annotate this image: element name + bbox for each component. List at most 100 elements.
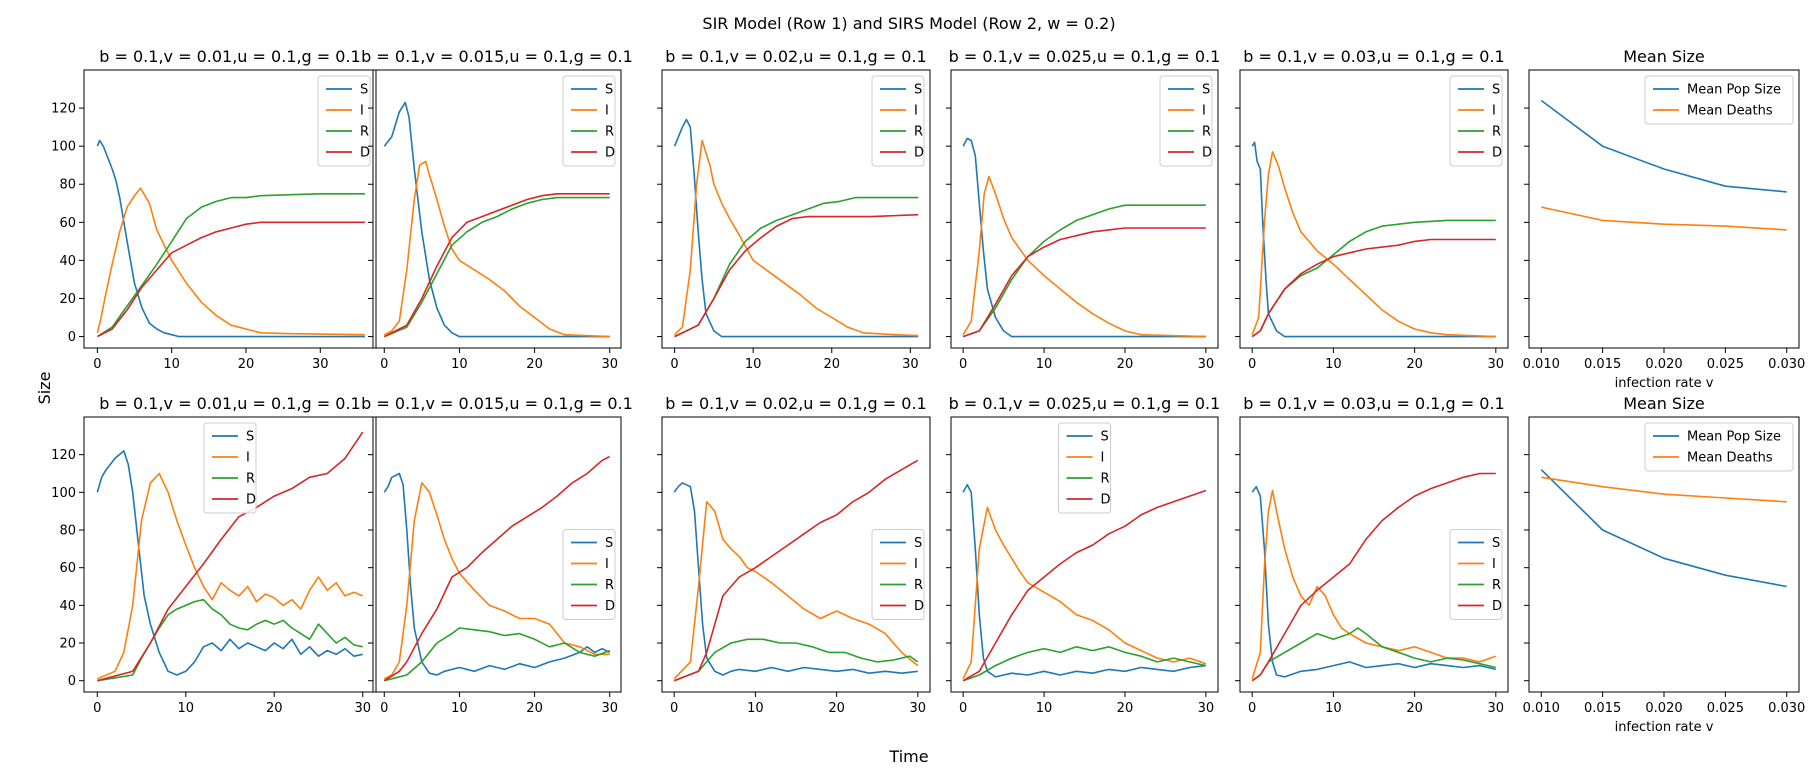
- legend-label: I: [914, 557, 918, 572]
- legend-label: D: [914, 146, 924, 161]
- axes-frame: [1239, 416, 1509, 693]
- legend-box: [317, 75, 371, 167]
- series-line-d: [962, 227, 1206, 338]
- series-group: [962, 137, 1206, 338]
- x-tick-label: 0.025: [1707, 701, 1744, 716]
- x-tick-label: 30: [312, 357, 329, 372]
- x-tick-label: 30: [910, 701, 927, 716]
- x-tick-label: 0: [670, 701, 678, 716]
- legend-box: [562, 529, 616, 620]
- panel-title: b = 0.1,v = 0.03,u = 0.1,g = 0.1: [1243, 47, 1504, 66]
- series-group: [1251, 472, 1497, 682]
- series-line-r: [383, 196, 610, 338]
- legend-box: [562, 75, 616, 167]
- x-tick-label: 10: [745, 357, 762, 372]
- legend-label: D: [360, 146, 370, 161]
- legend-box: [1449, 529, 1503, 620]
- x-tick-label: 0.015: [1584, 701, 1621, 716]
- x-tick-label: 20: [526, 701, 543, 716]
- legend-label: S: [605, 83, 613, 98]
- chart-panel-4: b = 0.1,v = 0.025,u = 0.1,g = 0.1 0 10 20 30…: [946, 47, 1220, 372]
- axes-frame: [372, 69, 622, 349]
- legend-label: Mean Deaths: [1687, 104, 1773, 119]
- legend-label: S: [1492, 83, 1500, 98]
- legend-label: D: [1101, 493, 1111, 508]
- figure-ylabel: Size: [35, 372, 54, 405]
- legend-label: I: [1101, 451, 1105, 466]
- series-group: [962, 483, 1207, 682]
- legend-label: S: [1492, 536, 1500, 551]
- y-tick-label: 80: [59, 524, 76, 539]
- figure-xlabel: Time: [888, 747, 928, 766]
- x-tick-label: 30: [902, 357, 919, 372]
- panels-group: b = 0.1,v = 0.01,u = 0.1,g = 0.1 0 10 20 30 0…: [51, 47, 1805, 735]
- x-tick-label: 30: [1488, 357, 1505, 372]
- panel-title: b = 0.1,v = 0.025,u = 0.1,g = 0.1: [949, 47, 1221, 66]
- x-tick-label: 10: [1036, 701, 1053, 716]
- axes-frame: [661, 416, 931, 693]
- x-tick-label: 20: [1406, 357, 1423, 372]
- legend-label: I: [1492, 104, 1496, 119]
- legend: Mean Pop Size Mean Deaths: [1644, 75, 1794, 125]
- chart-panel-5: b = 0.1,v = 0.03,u = 0.1,g = 0.1 0 10 20 30 S…: [1235, 47, 1509, 372]
- axes-frame: [950, 416, 1219, 693]
- x-tick-label: 0.020: [1645, 701, 1682, 716]
- legend-label: S: [246, 430, 254, 445]
- series-line-mean-pop-size: [1540, 469, 1787, 588]
- x-tick-label: 20: [526, 357, 543, 372]
- x-tick-label: 30: [1488, 701, 1505, 716]
- y-tick-label: 60: [59, 561, 76, 576]
- x-tick-label: 0: [93, 357, 101, 372]
- chart-panel-6: Mean Size 0.010 0.015 0.020 0.025 0.030 infect…: [1523, 47, 1806, 391]
- x-tick-label: 0.010: [1523, 357, 1560, 372]
- y-tick-label: 120: [51, 102, 76, 117]
- legend-box: [1644, 422, 1794, 472]
- panel-title: b = 0.1,v = 0.02,u = 0.1,g = 0.1: [665, 394, 926, 413]
- series-line-i: [96, 187, 365, 336]
- legend-label: I: [1492, 557, 1496, 572]
- series-line-r: [962, 645, 1207, 682]
- y-tick-label: 20: [59, 637, 76, 652]
- series-line-d: [673, 459, 919, 682]
- x-tick-label: 0: [670, 357, 678, 372]
- legend-label: I: [360, 104, 364, 119]
- chart-panel-12: Mean Size 0.010 0.015 0.020 0.025 0.030 infect…: [1523, 394, 1806, 735]
- series-line-r: [673, 638, 919, 682]
- y-tick-label: 40: [59, 599, 76, 614]
- legend-box: [871, 529, 925, 620]
- legend-label: D: [1202, 146, 1212, 161]
- panel-title: b = 0.1,v = 0.02,u = 0.1,g = 0.1: [665, 47, 926, 66]
- x-tick-label: 0: [1248, 357, 1256, 372]
- series-line-i: [96, 472, 364, 680]
- series-line-d: [962, 489, 1207, 682]
- series-line-r: [1251, 627, 1496, 682]
- axes-frame: [1239, 69, 1509, 349]
- x-tick-label: 10: [1325, 357, 1342, 372]
- legend-label: R: [246, 472, 255, 487]
- series-line-i: [962, 506, 1207, 680]
- legend-label: R: [605, 125, 614, 140]
- panel-title: b = 0.1,v = 0.015,u = 0.1,g = 0.1: [361, 394, 633, 413]
- panel-title: b = 0.1,v = 0.03,u = 0.1,g = 0.1: [1243, 394, 1504, 413]
- legend-box: [1159, 75, 1213, 167]
- legend-label: D: [605, 146, 615, 161]
- legend-box: [1058, 422, 1111, 514]
- legend-label: S: [1101, 430, 1109, 445]
- series-line-r: [384, 627, 610, 682]
- legend-label: Mean Pop Size: [1687, 430, 1781, 445]
- y-tick-label: 20: [59, 292, 76, 307]
- y-tick-label: 100: [51, 486, 76, 501]
- series-line-mean-deaths: [1541, 206, 1787, 231]
- panel-title: Mean Size: [1623, 47, 1705, 66]
- chart-panel-10: b = 0.1,v = 0.025,u = 0.1,g = 0.1 0 10 20 30…: [946, 394, 1220, 716]
- axes-frame: [950, 69, 1219, 349]
- legend-label: S: [914, 536, 922, 551]
- panel-title: b = 0.1,v = 0.01,u = 0.1,g = 0.1: [99, 47, 360, 66]
- series-line-i: [1251, 151, 1496, 338]
- x-axis-label: infection rate v: [1615, 720, 1714, 735]
- legend-label: R: [1101, 472, 1110, 487]
